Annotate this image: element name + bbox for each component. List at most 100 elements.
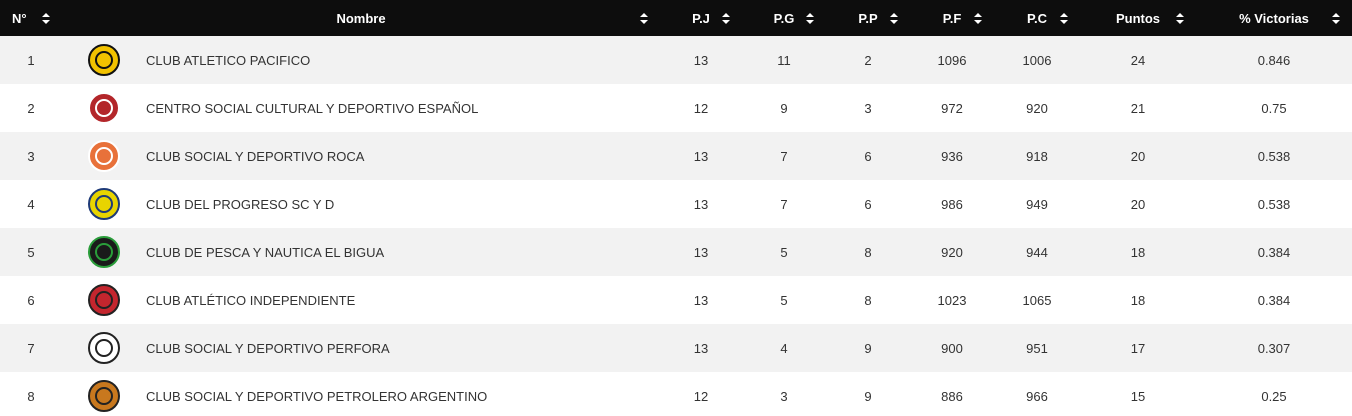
team-name: CENTRO SOCIAL CULTURAL Y DEPORTIVO ESPAÑ… xyxy=(146,100,479,116)
column-header[interactable]: P.J xyxy=(660,0,742,36)
cell-value: 7 xyxy=(780,196,788,212)
team-row[interactable]: 5 CLUB DE PESCA Y NAUTICA EL BIGUA 13 5 8 920… xyxy=(0,228,1352,276)
team-row[interactable]: 6 CLUB ATLÉTICO INDEPENDIENTE 13 5 8 1023 1065… xyxy=(0,276,1352,324)
cell-value: 9 xyxy=(864,388,872,404)
cell-value: 3 xyxy=(0,132,62,180)
team-row[interactable]: 4 CLUB DEL PROGRESO SC Y D 13 7 6 986 949 20 0.5… xyxy=(0,180,1352,228)
team-row[interactable]: 1 CLUB ATLETICO PACIFICO 13 11 2 1096 1006 24 0.… xyxy=(0,36,1352,84)
cell-value: 9 xyxy=(826,324,910,372)
cell-value: 1 xyxy=(0,36,62,84)
cell-value: 5 xyxy=(780,292,788,308)
sort-icon xyxy=(722,13,730,24)
cell-value: 3 xyxy=(780,388,788,404)
cell-value: 986 xyxy=(941,196,963,212)
cell-value: 949 xyxy=(1026,196,1048,212)
header-label: P.G xyxy=(773,10,795,26)
cell-value: 920 xyxy=(1026,100,1048,116)
column-header[interactable]: N° xyxy=(0,0,62,36)
header-label: N° xyxy=(12,10,27,26)
team-logo-cell xyxy=(62,36,146,84)
team-logo-cell xyxy=(62,228,146,276)
sort-icon xyxy=(1060,13,1068,24)
cell-value: 6 xyxy=(27,292,35,308)
sort-icon xyxy=(42,13,50,24)
team-row[interactable]: 2 CENTRO SOCIAL CULTURAL Y DEPORTIVO ESPA… xyxy=(0,84,1352,132)
sort-icon xyxy=(890,13,898,24)
team-name: CLUB SOCIAL Y DEPORTIVO PERFORA xyxy=(146,324,660,372)
team-name: CLUB SOCIAL Y DEPORTIVO ROCA xyxy=(146,132,660,180)
cell-value: 936 xyxy=(910,132,994,180)
cell-value: 5 xyxy=(742,228,826,276)
cell-value: 4 xyxy=(742,324,826,372)
cell-value: 0.384 xyxy=(1196,228,1352,276)
cell-value: 8 xyxy=(864,292,872,308)
cell-value: 20 xyxy=(1130,196,1146,212)
sort-icon xyxy=(974,13,982,24)
cell-value: 0.846 xyxy=(1196,36,1352,84)
column-header[interactable]: P.F xyxy=(910,0,994,36)
header-label: % Victorias xyxy=(1239,10,1309,26)
team-logo-cell xyxy=(62,180,146,228)
cell-value: 920 xyxy=(910,228,994,276)
cell-value: 0.25 xyxy=(1261,388,1287,404)
cell-value: 1006 xyxy=(994,36,1080,84)
cell-value: 886 xyxy=(941,388,963,404)
team-name: CLUB SOCIAL Y DEPORTIVO PETROLERO ARGENT… xyxy=(146,388,488,404)
header-row: N° Nombre P.J P.G P.P P.F P.C Puntos % Victorias xyxy=(0,0,1352,36)
cell-value: 15 xyxy=(1130,388,1146,404)
column-header[interactable]: Puntos xyxy=(1080,0,1196,36)
cell-value: 1096 xyxy=(910,36,994,84)
cell-value: 24 xyxy=(1080,36,1196,84)
cell-value: 3 xyxy=(864,100,872,116)
team-row[interactable]: 3 CLUB SOCIAL Y DEPORTIVO ROCA 13 7 6 936 918 2… xyxy=(0,132,1352,180)
team-row[interactable]: 7 CLUB SOCIAL Y DEPORTIVO PERFORA 13 4 9 900 9… xyxy=(0,324,1352,372)
cell-value: 17 xyxy=(1080,324,1196,372)
cell-value: 1023 xyxy=(937,292,967,308)
cell-value: 13 xyxy=(660,324,742,372)
column-header[interactable]: P.P xyxy=(826,0,910,36)
cell-value: 1065 xyxy=(1022,292,1052,308)
cell-value: 5 xyxy=(0,228,62,276)
cell-value: 966 xyxy=(1026,388,1048,404)
header-label: Puntos xyxy=(1115,10,1161,26)
cell-value: 13 xyxy=(660,36,742,84)
cell-value: 0.75 xyxy=(1261,100,1287,116)
cell-value: 20 xyxy=(1080,132,1196,180)
header-label: P.P xyxy=(858,10,878,26)
cell-value: 6 xyxy=(864,196,872,212)
team-logo xyxy=(88,44,120,76)
header-label: Nombre xyxy=(336,10,386,26)
cell-value: 0.307 xyxy=(1196,324,1352,372)
sort-icon xyxy=(1332,13,1340,24)
team-name: CLUB ATLETICO PACIFICO xyxy=(146,36,660,84)
column-header[interactable]: P.G xyxy=(742,0,826,36)
cell-value: 8 xyxy=(826,228,910,276)
cell-value: 7 xyxy=(742,132,826,180)
team-logo xyxy=(88,284,120,316)
team-row[interactable]: 8 CLUB SOCIAL Y DEPORTIVO PETROLERO ARGEN… xyxy=(0,372,1352,416)
sort-icon xyxy=(806,13,814,24)
column-header[interactable]: Nombre xyxy=(62,0,660,36)
table-body: 1 CLUB ATLETICO PACIFICO 13 11 2 1096 1006 24 0.… xyxy=(0,36,1352,416)
cell-value: 6 xyxy=(826,132,910,180)
cell-value: 0.538 xyxy=(1257,196,1291,212)
cell-value: 0.538 xyxy=(1196,132,1352,180)
team-logo xyxy=(88,236,120,268)
header-label: P.C xyxy=(1027,10,1047,26)
cell-value: 18 xyxy=(1080,228,1196,276)
cell-value: 972 xyxy=(941,100,963,116)
cell-value: 4 xyxy=(27,196,35,212)
column-header[interactable]: P.C xyxy=(994,0,1080,36)
team-name: CLUB DEL PROGRESO SC Y D xyxy=(146,196,335,212)
cell-value: 9 xyxy=(780,100,788,116)
header-label: P.F xyxy=(942,10,962,26)
team-name: CLUB DE PESCA Y NAUTICA EL BIGUA xyxy=(146,228,660,276)
cell-value: 13 xyxy=(660,132,742,180)
sort-icon xyxy=(640,13,648,24)
cell-value: 12 xyxy=(693,388,709,404)
team-logo xyxy=(88,92,120,124)
team-logo-cell xyxy=(62,372,146,416)
column-header[interactable]: % Victorias xyxy=(1196,0,1352,36)
team-logo xyxy=(88,140,120,172)
